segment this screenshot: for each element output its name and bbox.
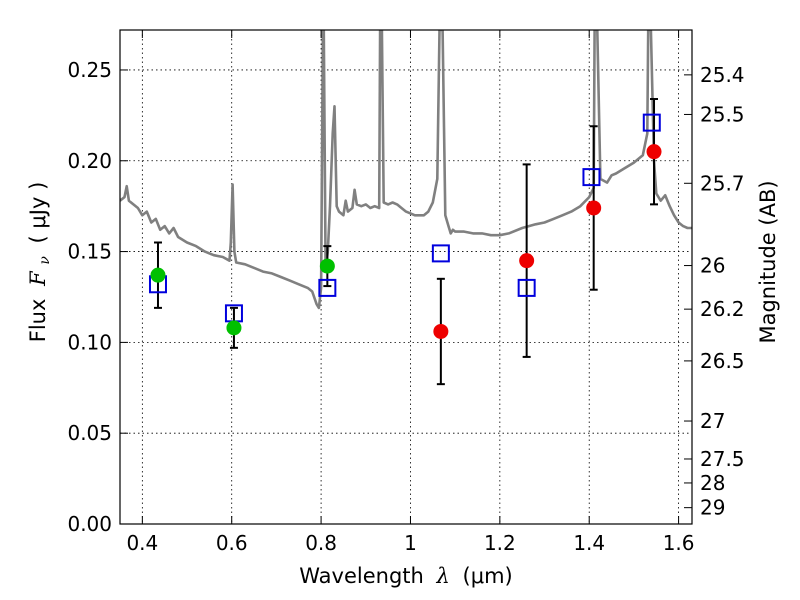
mag-tick-label: 26.2	[700, 297, 745, 321]
y-tick-label: 0.00	[67, 512, 112, 536]
mag-tick-label: 25.7	[700, 171, 745, 195]
gridlines	[120, 30, 692, 524]
y-tick-label: 0.20	[67, 149, 112, 173]
mag-tick-label: 25.4	[700, 63, 745, 87]
x-tick-label: 1.4	[573, 531, 605, 555]
mag-tick-label: 28	[700, 471, 725, 495]
model-point-square	[318, 278, 337, 297]
mag-tick-label: 26.5	[700, 349, 745, 373]
y2-axis-label: Magnitude (AB)	[756, 180, 780, 343]
observed-points	[150, 144, 662, 339]
mag-tick-label: 25.5	[700, 102, 745, 126]
model-points	[148, 113, 661, 323]
x-tick-label: 0.4	[126, 531, 158, 555]
x-axis-label: Wavelength λ (μm)	[299, 564, 512, 588]
mag-tick-label: 29	[700, 496, 725, 520]
x-tick-label: 1.2	[484, 531, 516, 555]
model-spectrum-line	[120, 30, 692, 310]
observed-point	[586, 200, 602, 216]
mag-tick-label: 27	[700, 409, 725, 433]
x-tick-label: 0.6	[216, 531, 248, 555]
model-point-square	[431, 244, 450, 263]
y-axis-label: Flux F ν ( μJy )	[26, 182, 54, 343]
model-point-square	[517, 278, 536, 297]
y-tick-label: 0.05	[67, 421, 112, 445]
spectrum-layer	[120, 30, 692, 310]
model-point-square	[582, 168, 601, 187]
model-point-square	[642, 113, 661, 132]
y-tick-label: 0.25	[67, 58, 112, 82]
observed-point	[150, 267, 166, 283]
x-tick-label: 1.6	[663, 531, 695, 555]
x-tick-label: 0.8	[305, 531, 337, 555]
observed-point	[519, 253, 535, 269]
y-tick-label: 0.10	[67, 330, 112, 354]
y-tick-label: 0.15	[67, 240, 112, 264]
x-tick-label: 1	[404, 531, 417, 555]
ticks: 0.4 0.6 0.8 1 1.2 1.4 1.6 0.00 0.05 0.10 0.15 0.20 0…	[67, 30, 745, 555]
observed-point	[226, 320, 242, 336]
observed-point	[646, 144, 662, 160]
observed-point	[433, 323, 449, 339]
observed-point	[319, 258, 335, 274]
mag-tick-label: 26	[700, 254, 725, 278]
plot-frame	[119, 29, 693, 525]
mag-tick-label: 27.5	[700, 447, 745, 471]
